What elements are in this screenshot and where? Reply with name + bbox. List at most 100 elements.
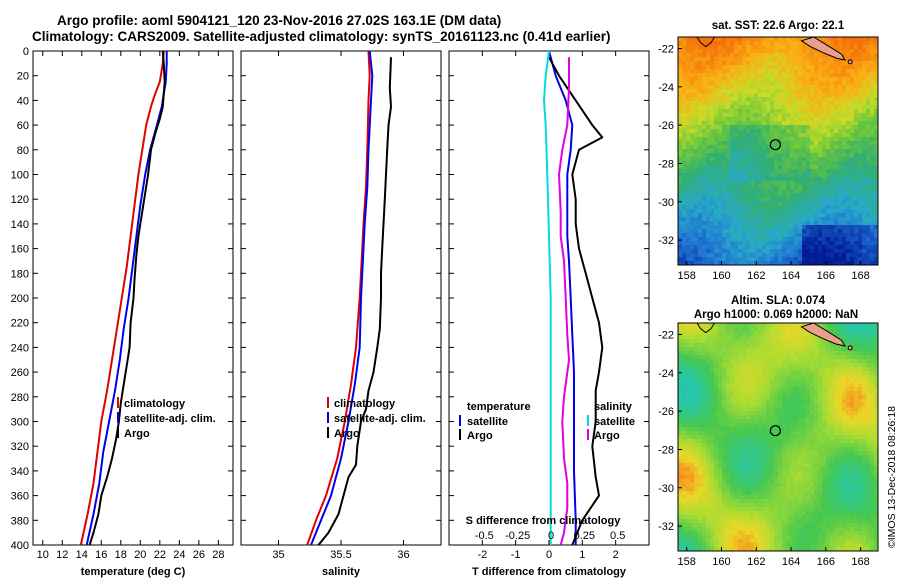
- map-cell: [782, 379, 787, 384]
- map-cell: [690, 193, 695, 198]
- map-cell: [874, 355, 878, 360]
- map-cell: [834, 65, 839, 70]
- map-cell: [730, 403, 735, 408]
- map-cell: [802, 403, 807, 408]
- map-cell: [842, 97, 847, 102]
- map-cell: [706, 399, 711, 404]
- map-cell: [850, 177, 855, 182]
- map-cell: [786, 431, 791, 436]
- map-cell: [814, 81, 819, 86]
- map-cell: [678, 443, 683, 448]
- map-cell: [726, 399, 731, 404]
- map-cell: [826, 371, 831, 376]
- map-cell: [734, 471, 739, 476]
- map-cell: [862, 439, 867, 444]
- map-cell: [694, 363, 699, 368]
- map-cell: [818, 411, 823, 416]
- map-cell: [734, 431, 739, 436]
- map-cell: [698, 419, 703, 424]
- map-cell: [702, 475, 707, 480]
- map-cell: [822, 241, 827, 246]
- map-cell: [790, 205, 795, 210]
- map-cell: [798, 125, 803, 130]
- map-cell: [722, 81, 727, 86]
- map-cell: [818, 343, 823, 348]
- map-cell: [854, 229, 859, 234]
- map-cell: [694, 335, 699, 340]
- map-cell: [746, 185, 751, 190]
- map-cell: [802, 53, 807, 58]
- map-cell: [730, 237, 735, 242]
- map-cell: [682, 351, 687, 356]
- map-cell: [858, 93, 863, 98]
- map-cell: [794, 241, 799, 246]
- map-cell: [786, 169, 791, 174]
- map-cell: [690, 105, 695, 110]
- map-cell: [778, 181, 783, 186]
- map-cell: [762, 213, 767, 218]
- map-cell: [750, 93, 755, 98]
- map-cell: [810, 137, 815, 142]
- map-cell: [806, 217, 811, 222]
- map-cell: [850, 229, 855, 234]
- map-cell: [818, 145, 823, 150]
- map-cell: [698, 323, 703, 328]
- map-cell: [698, 427, 703, 432]
- map-cell: [830, 57, 835, 62]
- map-cell: [742, 121, 747, 126]
- map-cell: [750, 185, 755, 190]
- map-cell: [834, 443, 839, 448]
- map-cell: [850, 93, 855, 98]
- map-cell: [810, 371, 815, 376]
- map-cell: [858, 467, 863, 472]
- map-cell: [862, 399, 867, 404]
- map-cell: [854, 177, 859, 182]
- map-cell: [702, 411, 707, 416]
- map-cell: [830, 331, 835, 336]
- map-cell: [826, 355, 831, 360]
- map-cell: [874, 101, 878, 106]
- map-cell: [770, 101, 775, 106]
- map-cell: [842, 169, 847, 174]
- map-cell: [694, 479, 699, 484]
- map-cell: [786, 45, 791, 50]
- map-cell: [870, 145, 875, 150]
- map-cell: [782, 367, 787, 372]
- map-cell: [730, 57, 735, 62]
- map-cell: [738, 89, 743, 94]
- map-cell: [802, 451, 807, 456]
- map-cell: [822, 431, 827, 436]
- map-cell: [826, 411, 831, 416]
- map-cell: [714, 463, 719, 468]
- map-cell: [734, 423, 739, 428]
- map-cell: [710, 213, 715, 218]
- map-cell: [762, 335, 767, 340]
- map-cell: [814, 363, 819, 368]
- map-cell: [874, 467, 878, 472]
- map-cell: [678, 331, 683, 336]
- map-cell: [710, 347, 715, 352]
- map-cell: [778, 105, 783, 110]
- map-cell: [778, 375, 783, 380]
- map-cell: [706, 383, 711, 388]
- map-cell: [706, 37, 711, 42]
- map-cell: [758, 93, 763, 98]
- map-cell: [870, 327, 875, 332]
- map-cell: [782, 97, 787, 102]
- map-cell: [842, 205, 847, 210]
- map-cell: [710, 479, 715, 484]
- map-cell: [814, 399, 819, 404]
- map-cell: [850, 53, 855, 58]
- map-cell: [678, 463, 683, 468]
- map-cell: [802, 153, 807, 158]
- map-cell: [850, 363, 855, 368]
- map-cell: [794, 109, 799, 114]
- map-cell: [698, 261, 703, 265]
- map-cell: [694, 399, 699, 404]
- map-cell: [862, 257, 867, 262]
- map-cell: [798, 97, 803, 102]
- map-cell: [730, 253, 735, 258]
- map-cell: [682, 113, 687, 118]
- map-cell: [702, 423, 707, 428]
- map-cell: [866, 73, 871, 78]
